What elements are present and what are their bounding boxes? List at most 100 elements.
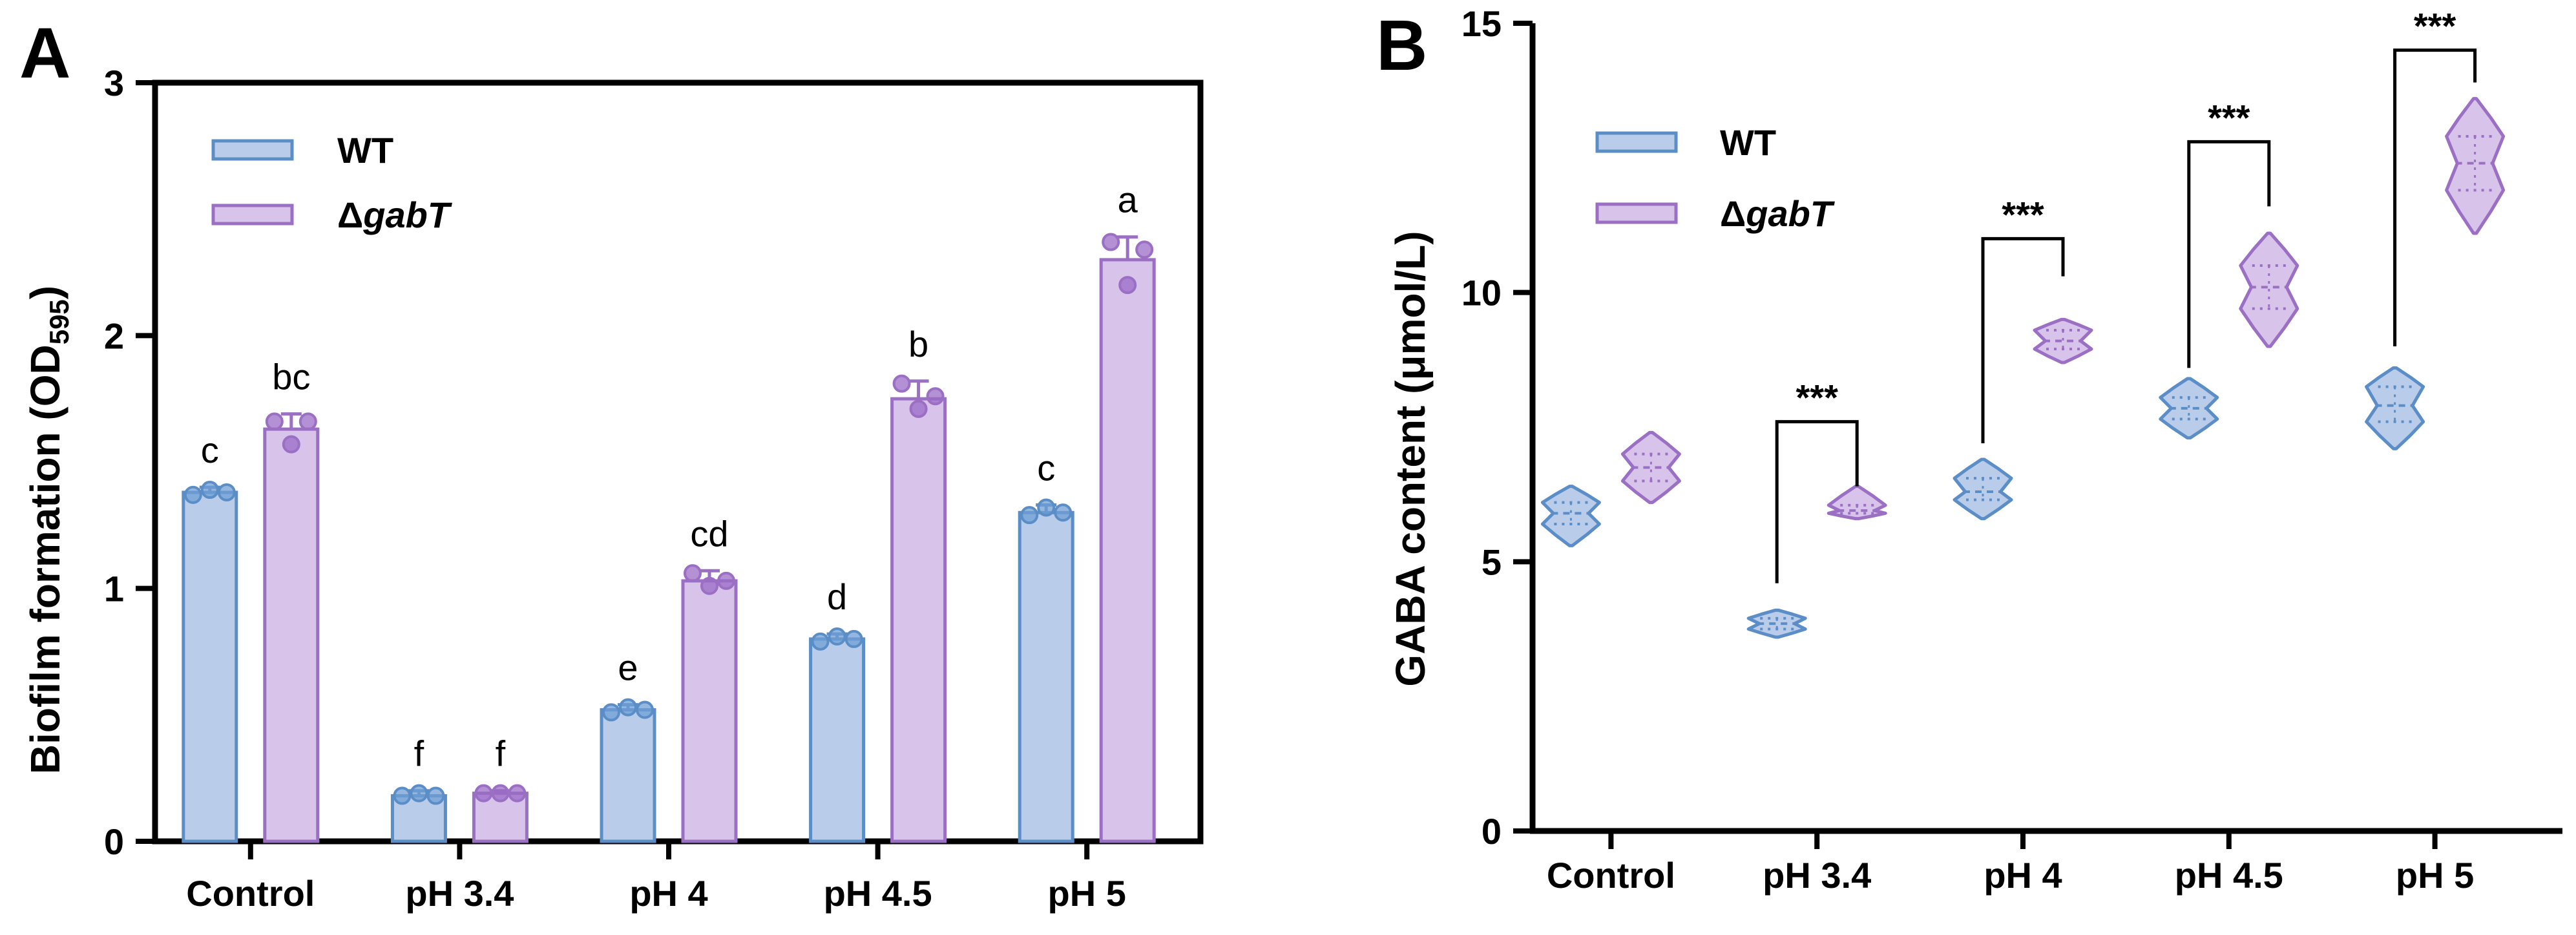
panel-a-significance-letter: a [1118, 180, 1138, 220]
panel-b-legend-label: WT [1720, 122, 1776, 163]
panel-b-axes: 0 5 10 15 Control pH 3.4 pH 4 pH 4.5 pH 5 [1461, 3, 2562, 896]
panel-a-data-point [393, 786, 412, 805]
panel-a-significance-letter: d [827, 576, 847, 617]
panel-a-y-tick-label: 1 [104, 569, 124, 609]
panel-a-x-tick-label: pH 3.4 [405, 873, 514, 914]
panel-a-data-point [298, 412, 317, 431]
panel-b-legend-label-italic: gabT [1745, 193, 1836, 234]
panel-a-bar [681, 579, 738, 843]
panel-b-violin [1620, 430, 1681, 505]
panel-a-data-point [474, 784, 493, 803]
panel-b-violin [2365, 366, 2425, 450]
panel-a-bar [1099, 258, 1156, 843]
panel-b-x-tick-label: pH 4.5 [2175, 855, 2283, 896]
panel-a-data-point [1102, 233, 1120, 251]
panel-a-data-point [892, 374, 911, 393]
panel-a-bar [1018, 510, 1074, 843]
panel-a-data-point [183, 485, 202, 504]
panel-a: A 0 1 2 3 Control pH 3.4 pH 4 pH 4.5 pH 5 c bc f f e… [19, 14, 1204, 914]
panel-a-data-point [700, 576, 718, 595]
panel-a-data-point [282, 435, 300, 454]
panel-b-significance-bracket [2393, 48, 2477, 346]
panel-b-letter: B [1376, 6, 1427, 85]
panel-a-bar [809, 637, 866, 843]
panel-a-data-point [619, 698, 637, 717]
panel-a-significance-letter: c [201, 430, 219, 470]
panel-a-y-axis-title: Biofilm formation (OD595) [22, 286, 74, 774]
panel-a-data-point [1118, 276, 1137, 295]
panel-a-data-point [200, 481, 219, 499]
panel-b-violin [1953, 457, 2013, 521]
panel-b-violin [2159, 377, 2219, 440]
panel-a-y-tick-label: 3 [104, 63, 124, 103]
panel-a-significance-letter: bc [272, 357, 310, 397]
panel-b-x-tick-label: Control [1547, 855, 1675, 896]
panel-b-legend-label: ΔgabT [1720, 193, 1836, 234]
panel-b-significance-stars: *** [2208, 97, 2250, 138]
panel-a-data-point [811, 632, 830, 651]
panel-a-significance-letter: b [908, 324, 928, 364]
panel-a-data-point [410, 784, 428, 803]
panel-a-legend-label: WT [337, 130, 393, 171]
panel-a-bar [182, 490, 238, 843]
panel-b-x-tick-label: pH 5 [2396, 855, 2474, 896]
panel-a-legend-label-italic: gabT [362, 194, 453, 235]
panel-a-y-axis-title-subscript: 595 [44, 299, 74, 344]
panel-b-significance-stars: *** [1796, 377, 1839, 418]
panel-a-data-point [1054, 503, 1073, 522]
panel-a-legend: WT ΔgabT [211, 130, 453, 235]
panel-a-bar [890, 397, 947, 843]
panel-b-y-tick-label: 10 [1461, 273, 1502, 313]
panel-b-violin [2033, 317, 2093, 364]
panel-a-significance-letter: cd [690, 513, 728, 554]
panel-a-bar [600, 708, 656, 843]
panel-b-y-axis-title: GABA content (μmol/L) [1387, 231, 1434, 686]
panel-a-y-tick-label: 0 [104, 821, 124, 862]
panel-a-x-tick-label: pH 4.5 [824, 873, 932, 914]
panel-a-data-point [684, 564, 702, 583]
panel-b-legend-swatch [1595, 202, 1678, 224]
panel-a-data-point [491, 784, 510, 803]
panel-a-bar [263, 427, 320, 843]
panel-b-significance-stars: *** [2002, 194, 2044, 235]
panel-a-data-point [265, 412, 284, 431]
panel-a-data-point [926, 387, 945, 406]
panel-a-letter: A [19, 14, 70, 93]
panel-a-y-axis-title-close: ) [22, 286, 68, 299]
panel-b-violin [1540, 485, 1601, 547]
panel-b-x-tick-label: pH 3.4 [1763, 855, 1871, 896]
panel-a-significance-letter: f [414, 733, 424, 774]
panel-b-violin [2445, 97, 2506, 235]
panel-a-data-point [844, 629, 863, 648]
panel-a-significance-letter: e [618, 647, 638, 688]
panel-b-legend-swatch [1595, 131, 1678, 153]
panel-b-significance-bracket [1981, 236, 2065, 443]
panel-a-x-tick-label: Control [186, 873, 315, 914]
panel-b-marks: *** *** *** *** [1540, 6, 2506, 639]
panel-a-data-point [717, 571, 735, 590]
panel-a-axes: 0 1 2 3 Control pH 3.4 pH 4 pH 4.5 pH 5 [104, 63, 1204, 914]
panel-a-data-point [828, 627, 846, 646]
panel-a-frame [152, 79, 1204, 845]
panel-b-significance-bracket [2187, 140, 2271, 368]
panel-a-data-point [909, 399, 928, 418]
panel-a-data-point [1037, 498, 1056, 517]
panel-a-legend-swatch [211, 139, 294, 161]
panel-a-legend-label: ΔgabT [337, 194, 453, 235]
panel-a-x-tick-label: pH 5 [1048, 873, 1126, 914]
panel-a-y-tick-label: 2 [104, 315, 124, 356]
panel-a-data-point [1135, 240, 1154, 259]
panel-b-x-tick-label: pH 4 [1984, 855, 2062, 896]
panel-a-data-point [602, 703, 620, 722]
panel-a-data-point [426, 786, 445, 805]
panel-b-legend: WT ΔgabT [1595, 122, 1836, 234]
panel-b-violin [1746, 608, 1807, 639]
panel-a-significance-letter: f [496, 733, 506, 774]
panel-b-y-tick-label: 15 [1461, 3, 1502, 44]
panel-a-x-tick-label: pH 4 [629, 873, 707, 914]
panel-a-data-point [217, 483, 236, 501]
panel-b-significance-bracket [1775, 420, 1859, 583]
